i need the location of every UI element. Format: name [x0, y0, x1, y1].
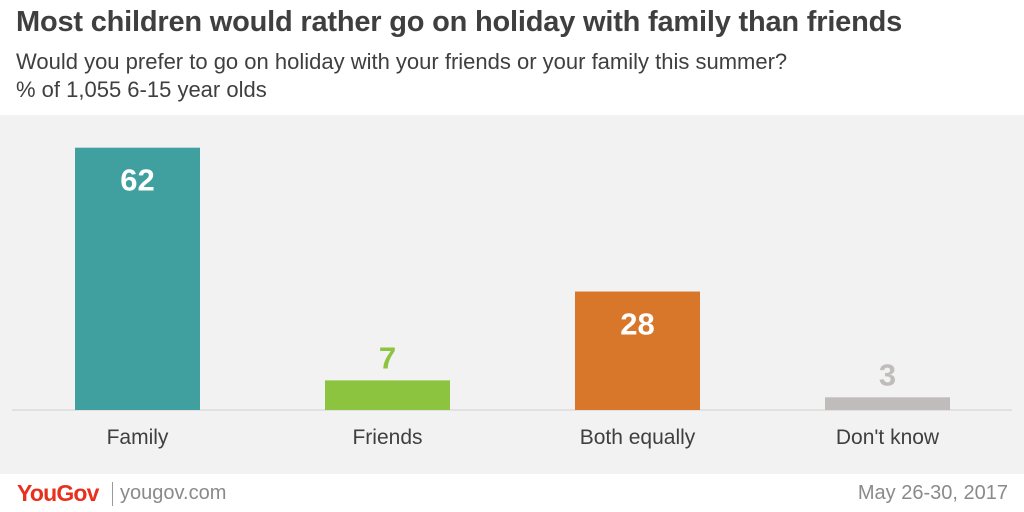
footer-divider	[112, 482, 113, 506]
bar-don-t-know	[825, 397, 950, 410]
value-label-both-equally: 28	[620, 307, 654, 342]
bar-family	[75, 147, 200, 410]
chart-header: Most children would rather go on holiday…	[0, 0, 1024, 115]
chart-footer: YouGov yougov.com May 26-30, 2017	[0, 474, 1024, 512]
category-label-friends: Friends	[352, 426, 422, 449]
category-label-don-t-know: Don't know	[836, 426, 940, 449]
plot-area: 62 Family 7 Friends 28 Both equally 3 Don't kno…	[0, 115, 1024, 474]
value-label-family: 62	[120, 163, 154, 198]
fieldwork-date: May 26-30, 2017	[857, 482, 1008, 504]
bar-friends	[325, 380, 450, 410]
category-label-both-equally: Both equally	[580, 426, 696, 449]
value-label-friends: 7	[379, 340, 396, 375]
value-label-don-t-know: 3	[879, 357, 896, 392]
chart-subtitle: Would you prefer to go on holiday with y…	[16, 49, 788, 74]
bar-chart: 62 Family 7 Friends 28 Both equally 3 Don't kno…	[12, 147, 1012, 449]
sample-note: % of 1,055 6-15 year olds	[16, 77, 267, 102]
category-label-family: Family	[107, 426, 169, 449]
site-link[interactable]: yougov.com	[120, 482, 227, 504]
yougov-logo: YouGov	[17, 480, 99, 506]
chart-title: Most children would rather go on holiday…	[16, 6, 903, 38]
bar-both-equally	[575, 291, 700, 410]
